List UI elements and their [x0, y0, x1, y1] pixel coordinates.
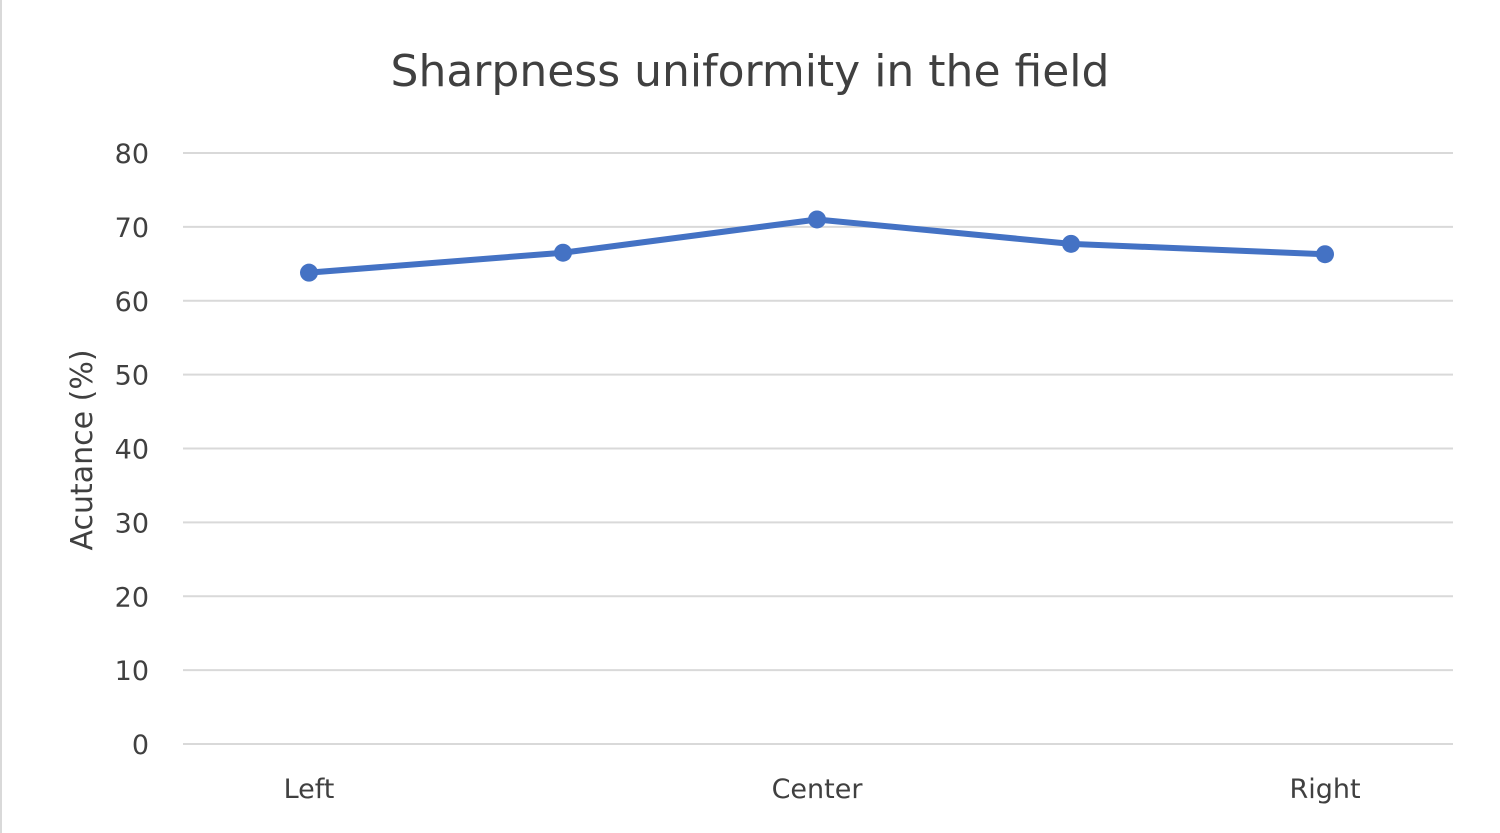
series-group	[300, 210, 1334, 282]
x-tick-label: Center	[772, 774, 864, 805]
y-tick-label: 30	[115, 508, 149, 539]
x-tick-label: Left	[284, 774, 335, 805]
gridlines	[183, 152, 1453, 745]
y-tick-label: 20	[115, 582, 149, 613]
y-tick-label: 60	[115, 287, 149, 318]
y-tick-label: 50	[115, 361, 149, 392]
chart-title: Sharpness uniformity in the field	[391, 46, 1110, 97]
y-axis-title: Acutance (%)	[65, 349, 100, 550]
data-point-0	[300, 263, 318, 282]
y-tick-label: 10	[115, 656, 149, 687]
x-tick-label: Right	[1289, 774, 1360, 805]
data-point-3	[1062, 234, 1080, 253]
y-tick-label: 80	[115, 139, 149, 170]
x-axis-tick-labels: Left Center Right	[284, 774, 1361, 805]
y-tick-label: 70	[115, 213, 149, 244]
y-tick-label: 40	[115, 435, 149, 466]
y-axis-tick-labels: 0 10 20 30 40 50 60 70 80	[115, 139, 149, 761]
y-tick-label: 0	[132, 730, 149, 761]
data-point-1	[554, 243, 572, 262]
data-point-4	[1316, 245, 1334, 264]
data-point-2	[808, 210, 826, 229]
